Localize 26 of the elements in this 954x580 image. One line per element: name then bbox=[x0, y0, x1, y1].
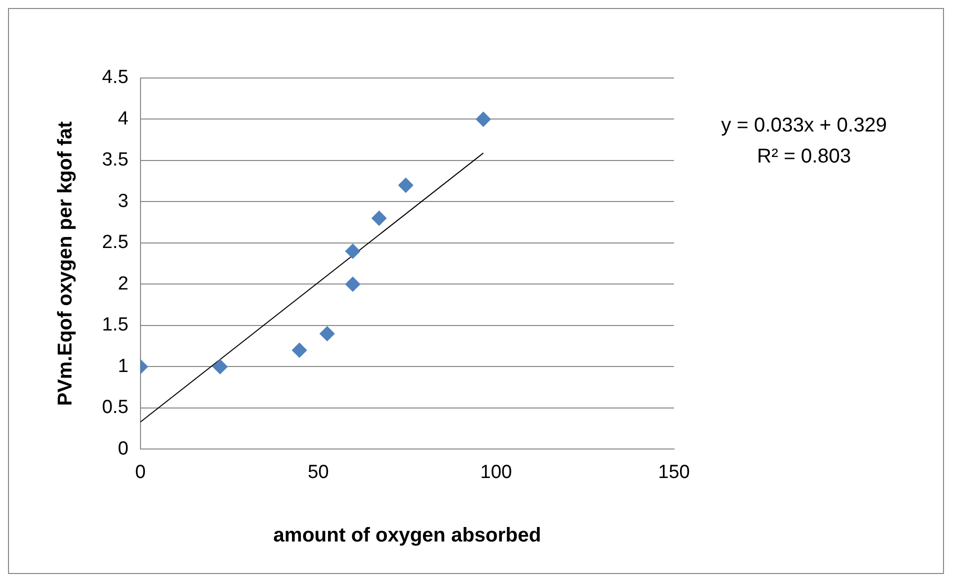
y-tick-label: 1 bbox=[118, 356, 128, 377]
y-tick-label: 2.5 bbox=[102, 232, 128, 254]
point bbox=[320, 326, 335, 342]
y-tick-label: 1.5 bbox=[102, 314, 128, 336]
point bbox=[372, 210, 387, 226]
y-tick-label: 3 bbox=[118, 190, 128, 212]
point bbox=[345, 276, 360, 292]
y-tick-label: 3.5 bbox=[102, 150, 128, 171]
y-tick-label: 0.5 bbox=[102, 397, 128, 418]
point bbox=[345, 244, 360, 259]
text: R² = 0.803 bbox=[757, 146, 851, 168]
x-tick-label: 0 bbox=[135, 462, 146, 483]
x-tick-label: 50 bbox=[308, 462, 329, 483]
x-tick-label: 100 bbox=[480, 462, 512, 483]
x-tick-label: 150 bbox=[658, 462, 690, 483]
point bbox=[212, 359, 228, 374]
point bbox=[476, 112, 491, 127]
point bbox=[398, 178, 414, 193]
x-axis-title: amount of oxygen absorbed bbox=[273, 524, 542, 547]
y-tick-label: 4 bbox=[118, 108, 129, 130]
y-axis-title: PVm.Eqof oxygen per kgof fat bbox=[54, 121, 77, 406]
point bbox=[292, 342, 307, 358]
y-tick-label: 4.5 bbox=[102, 67, 128, 88]
text: y = 0.033x + 0.329 bbox=[721, 114, 887, 137]
y-tick-label: 2 bbox=[118, 273, 128, 294]
y-tick-label: 0 bbox=[118, 438, 128, 460]
